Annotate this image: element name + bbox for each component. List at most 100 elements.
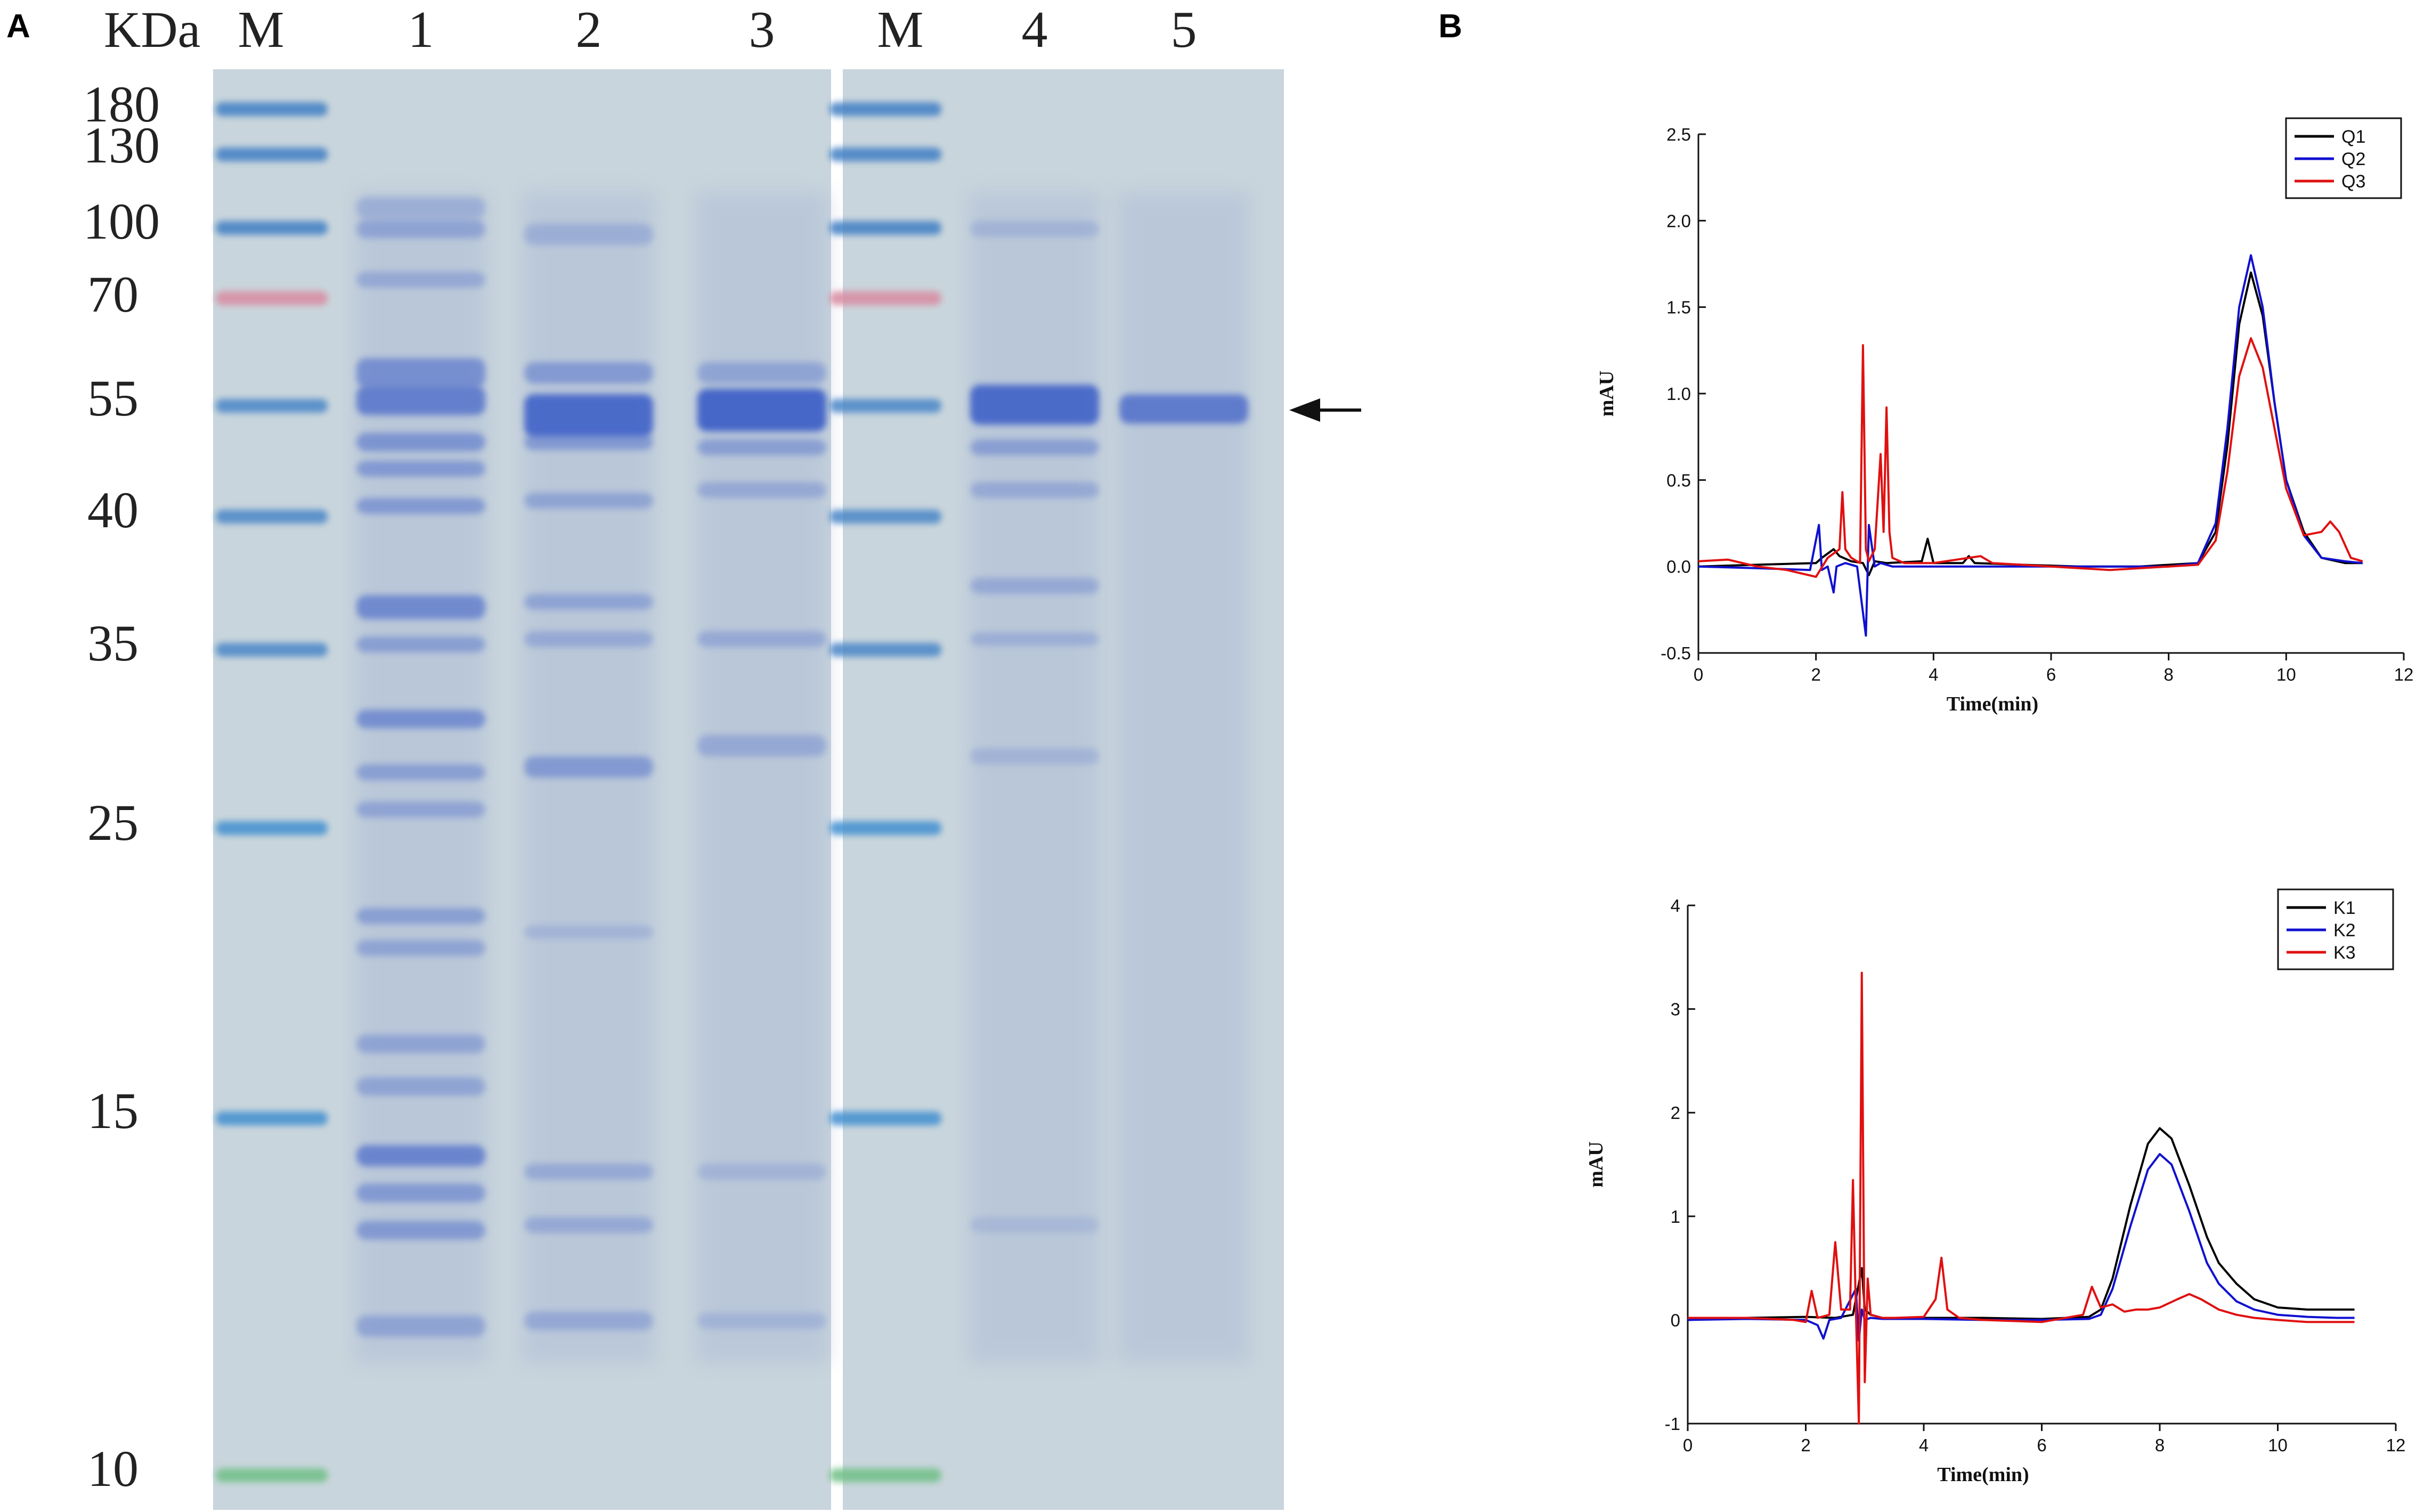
- y-tick-label: -0.5: [1661, 643, 1691, 663]
- marker-label-55: 55: [87, 370, 139, 427]
- panel-a-letter: A: [6, 8, 30, 45]
- marker-band: [829, 221, 941, 235]
- gel-band: [524, 925, 653, 939]
- gel-image-right: [829, 69, 1284, 1510]
- series-line-q2: [1698, 254, 2363, 637]
- lane-label-2: 2: [576, 1, 602, 59]
- x-tick-label: 4: [1929, 665, 1938, 684]
- gel-band: [524, 1311, 653, 1330]
- kda-unit-label: KDa: [104, 1, 200, 58]
- marker-label-180: 180: [83, 76, 160, 133]
- y-tick-label: 2.5: [1666, 125, 1691, 144]
- gel-band: [356, 432, 485, 452]
- legend-label-k2: K2: [2333, 920, 2356, 941]
- marker-band: [216, 510, 328, 524]
- gel-band: [697, 1313, 826, 1329]
- gel-band: [356, 498, 485, 514]
- gel-band: [970, 1217, 1099, 1233]
- lane-label-4: 4: [1022, 1, 1048, 59]
- y-tick-label: 0.5: [1666, 470, 1691, 490]
- gel-band: [356, 461, 485, 477]
- gel-band: [356, 595, 485, 619]
- gel-band: [697, 735, 826, 756]
- marker-lane-m1: [216, 102, 328, 1482]
- marker-band: [829, 291, 941, 305]
- gel-band: [697, 439, 826, 455]
- gel-image-left: [213, 69, 831, 1510]
- series-line-k2: [1687, 1153, 2355, 1342]
- gel-band: [356, 1315, 485, 1337]
- gel-lane-1: [354, 192, 487, 1363]
- gel-band: [524, 394, 653, 437]
- gel-band: [356, 1145, 485, 1166]
- legend-label-q1: Q1: [2341, 127, 2365, 147]
- marker-label-130: 130: [83, 117, 160, 174]
- x-tick-label: 8: [2163, 665, 2173, 684]
- x-axis-title: Time(min): [1947, 693, 2038, 715]
- y-tick-label: 0: [1671, 1310, 1680, 1330]
- gel-band: [524, 362, 653, 383]
- marker-band: [829, 1111, 941, 1125]
- marker-band: [216, 643, 328, 657]
- y-tick-label: 2.0: [1666, 211, 1691, 231]
- gel-band: [697, 482, 826, 498]
- x-tick-label: 2: [1801, 1435, 1810, 1455]
- marker-band: [216, 148, 328, 161]
- gel-band: [356, 272, 485, 288]
- y-tick-label: 1.5: [1666, 298, 1691, 317]
- x-axis-title: Time(min): [1937, 1464, 2029, 1486]
- x-tick-label: 8: [2155, 1435, 2165, 1455]
- y-axis-title: mAU: [1596, 371, 1618, 417]
- marker-band: [829, 399, 941, 413]
- x-tick-label: 10: [2268, 1435, 2288, 1455]
- marker-band: [216, 1468, 328, 1482]
- gel-band: [970, 439, 1099, 455]
- gel-band: [970, 748, 1099, 764]
- gel-band: [970, 221, 1099, 237]
- panel-a: A KDa M 1 2 3 M 4 5 180 130 100 70 55 40…: [6, 1, 1361, 1510]
- gel-lane-3: [695, 192, 828, 1363]
- y-tick-label: 2: [1671, 1103, 1680, 1123]
- gel-band: [356, 636, 485, 652]
- marker-label-40: 40: [87, 481, 139, 538]
- y-tick-label: 3: [1671, 1000, 1680, 1019]
- legend-label-k3: K3: [2333, 943, 2356, 963]
- gel-band: [356, 358, 485, 388]
- y-tick-label: 1.0: [1666, 384, 1691, 404]
- x-tick-label: 6: [2037, 1435, 2046, 1455]
- gel-band: [697, 1164, 826, 1180]
- gel-band: [524, 756, 653, 778]
- gel-band: [356, 1183, 485, 1203]
- gel-band: [524, 493, 653, 509]
- gel-band: [524, 631, 653, 647]
- gel-lane-5: [1117, 192, 1250, 1363]
- x-tick-label: 0: [1694, 665, 1703, 684]
- marker-label-10: 10: [87, 1440, 139, 1497]
- marker-label-25: 25: [87, 794, 139, 851]
- marker-label-70: 70: [87, 266, 139, 323]
- y-tick-label: 4: [1671, 896, 1680, 916]
- series-line-k1: [1687, 1127, 2355, 1321]
- x-tick-label: 10: [2276, 665, 2296, 684]
- gel-band: [524, 1164, 653, 1180]
- gel-band: [356, 219, 485, 239]
- gel-lane-2: [522, 192, 655, 1363]
- gel-band: [356, 908, 485, 924]
- gel-band: [356, 386, 485, 415]
- panel-b-letter: B: [1438, 8, 1462, 45]
- gel-band: [356, 197, 485, 218]
- marker-band: [216, 291, 328, 305]
- series-line-k3: [1688, 971, 2355, 1425]
- gel-band: [970, 385, 1099, 425]
- marker-size-labels: 180 130 100 70 55 40 35 25 15 10: [83, 76, 160, 1497]
- y-tick-label: -1: [1665, 1414, 1680, 1434]
- marker-band: [829, 643, 941, 657]
- x-tick-label: 4: [1919, 1435, 1929, 1455]
- legend-label-q3: Q3: [2341, 171, 2365, 192]
- gel-band: [524, 1217, 653, 1233]
- gel-band: [356, 1221, 485, 1240]
- x-tick-label: 12: [2394, 665, 2414, 684]
